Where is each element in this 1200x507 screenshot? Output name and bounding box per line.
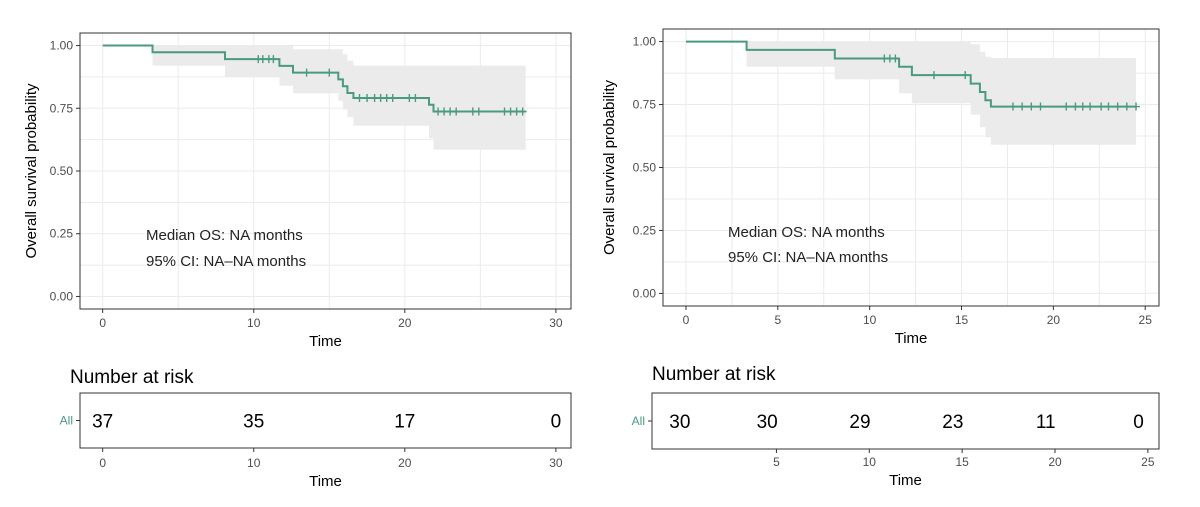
median-os-annotation: Median OS: NA months [146, 227, 303, 244]
risk-table-strata-label: All [632, 414, 645, 428]
x-axis-title: Time [309, 333, 342, 350]
risk-count: 11 [1036, 412, 1056, 433]
x-tick-label: 0 [683, 313, 690, 327]
censor-mark [1018, 102, 1027, 111]
y-axis-title: Overall survival probability [601, 79, 618, 255]
censor-mark [302, 68, 311, 77]
risk-count: 37 [92, 412, 113, 433]
risk-table: Number at risk All 30 30 29 23 11 0 5 10 15 20 25 Tim… [632, 364, 1160, 489]
risk-table-x-tick-label: 10 [863, 455, 877, 469]
y-tick-label: 0.50 [50, 164, 74, 178]
censor-mark [1062, 102, 1071, 111]
survival-curve [102, 44, 526, 113]
y-tick-label: 0.75 [50, 101, 74, 115]
confidence-band [686, 41, 1136, 145]
x-tick-label: 20 [398, 316, 412, 330]
x-tick-label: 10 [863, 313, 877, 327]
risk-count: 23 [942, 412, 963, 433]
x-axis-title: Time [895, 330, 928, 347]
censor-mark [411, 93, 420, 102]
x-tick-label: 20 [1047, 313, 1061, 327]
y-axis-title: Overall survival probability [23, 83, 40, 259]
censor-mark [1078, 102, 1087, 111]
km-panel-2: 0.00 0.25 0.50 0.75 1.00 0 5 10 15 20 25 Time Overal… [601, 28, 1160, 489]
risk-table-border [79, 392, 572, 449]
x-tick-label: 15 [955, 313, 969, 327]
risk-table-x-tick-label: 10 [247, 456, 261, 470]
risk-count: 30 [669, 412, 690, 433]
risk-table-x-tick-label: 20 [398, 456, 412, 470]
censor-mark [1008, 102, 1017, 111]
risk-table-title: Number at risk [652, 364, 776, 385]
risk-table-border [651, 392, 1160, 450]
risk-table-x-tick-label: 20 [1048, 455, 1062, 469]
y-tick-label: 1.00 [633, 35, 657, 49]
censor-mark [1036, 102, 1045, 111]
ci-annotation: 95% CI: NA–NA months [146, 253, 306, 270]
y-tick-label: 0.75 [633, 98, 657, 112]
y-tick-label: 0.50 [633, 161, 657, 175]
risk-count: 29 [849, 412, 870, 433]
x-tick-label: 5 [774, 313, 781, 327]
y-tick-label: 0.25 [50, 227, 74, 241]
censor-mark [518, 107, 527, 116]
risk-table-x-tick-label: 25 [1141, 455, 1155, 469]
risk-count: 17 [394, 412, 415, 433]
x-tick-label: 10 [247, 316, 261, 330]
y-tick-label: 0.00 [50, 289, 74, 303]
censor-mark [1122, 102, 1131, 111]
risk-count: 35 [243, 412, 264, 433]
risk-table-x-axis-title: Time [309, 473, 342, 490]
survival-curve [686, 40, 1136, 108]
censor-mark [1097, 102, 1106, 111]
censor-mark [452, 107, 461, 116]
risk-table-strata-label: All [60, 414, 73, 428]
x-tick-label: 30 [549, 316, 563, 330]
risk-table-x-tick-label: 5 [773, 455, 780, 469]
risk-count: 0 [1133, 412, 1144, 433]
censor-mark [355, 93, 364, 102]
censor-mark [388, 93, 397, 102]
censor-mark [474, 107, 483, 116]
censor-mark [929, 71, 938, 80]
ci-annotation: 95% CI: NA–NA months [728, 249, 888, 266]
censor-mark [1071, 102, 1080, 111]
censor-mark [1132, 102, 1141, 111]
x-tick-label: 0 [99, 316, 106, 330]
censor-mark [891, 54, 900, 63]
confidence-band [102, 45, 526, 150]
censor-mark [961, 71, 970, 80]
risk-count: 0 [551, 412, 562, 433]
censor-mark [1104, 102, 1113, 111]
y-tick-label: 1.00 [50, 39, 74, 53]
risk-table-x-tick-label: 0 [99, 456, 106, 470]
risk-table-title: Number at risk [70, 367, 194, 388]
censor-mark [363, 93, 372, 102]
risk-table-x-axis-title: Time [889, 472, 922, 489]
risk-count: 30 [757, 412, 778, 433]
risk-table-x-tick-label: 15 [955, 455, 969, 469]
risk-table: Number at risk All 37 35 17 0 0 10 20 30 Time [60, 367, 572, 490]
risk-table-x-tick-label: 30 [549, 456, 563, 470]
km-panel-1: 0.00 0.25 0.50 0.75 1.00 0 10 20 30 Time Overall s… [23, 32, 572, 490]
censor-mark [1086, 102, 1095, 111]
censor-mark [1027, 102, 1036, 111]
x-tick-label: 25 [1139, 313, 1153, 327]
median-os-annotation: Median OS: NA months [728, 224, 885, 241]
censor-mark [269, 55, 278, 64]
y-tick-label: 0.25 [633, 223, 657, 237]
censor-mark [1113, 102, 1122, 111]
y-tick-label: 0.00 [633, 286, 657, 300]
censor-mark [325, 68, 334, 77]
